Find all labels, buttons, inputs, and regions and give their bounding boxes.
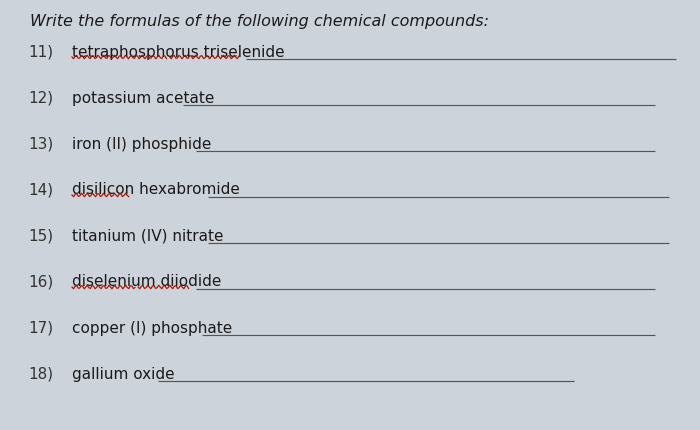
Text: 11): 11) (28, 44, 53, 59)
Text: Write the formulas of the following chemical compounds:: Write the formulas of the following chem… (30, 14, 489, 29)
Text: 14): 14) (28, 182, 53, 197)
Text: copper (I) phosphate: copper (I) phosphate (72, 320, 232, 335)
Text: tetraphosphorus triselenide: tetraphosphorus triselenide (72, 44, 285, 59)
Text: iron (II) phosphide: iron (II) phosphide (72, 136, 211, 151)
Text: 18): 18) (28, 366, 53, 381)
Text: titanium (IV) nitrate: titanium (IV) nitrate (72, 228, 223, 243)
Text: gallium oxide: gallium oxide (72, 366, 174, 381)
Text: 16): 16) (28, 274, 53, 289)
Text: 12): 12) (28, 90, 53, 105)
Text: 13): 13) (28, 136, 53, 151)
Text: 15): 15) (28, 228, 53, 243)
Text: diselenium diiodide: diselenium diiodide (72, 274, 221, 289)
Text: disilicon hexabromide: disilicon hexabromide (72, 182, 240, 197)
Text: potassium acetate: potassium acetate (72, 90, 214, 105)
Text: 17): 17) (28, 320, 53, 335)
